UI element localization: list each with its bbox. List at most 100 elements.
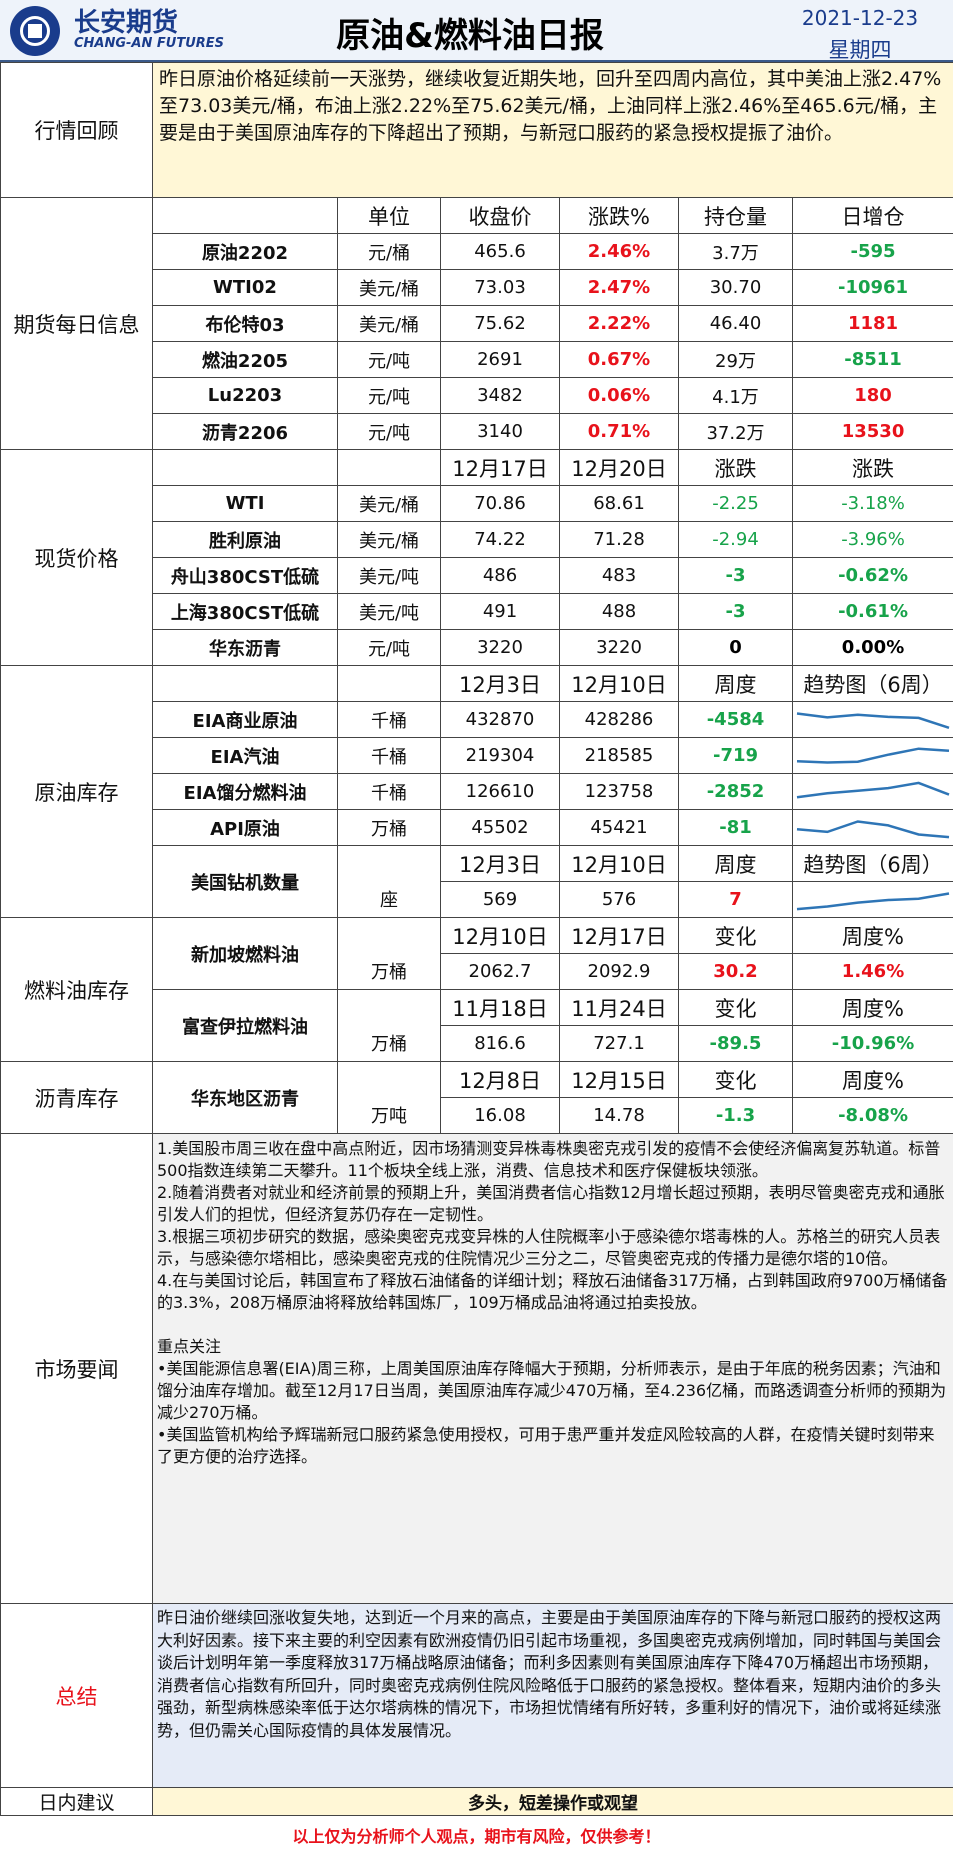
futures-header: 持仓量 — [678, 197, 793, 234]
disclaimer: 以上仅为分析师个人观点，期市有风险，仅供参考！ — [292, 1827, 661, 1846]
asphalt-pct: -8.08% — [791, 1097, 953, 1134]
crude-row-unit: 千桶 — [337, 701, 441, 738]
crude-row-name: EIA馏分燃料油 — [152, 773, 338, 810]
futures-row-oi: 29万 — [678, 341, 793, 378]
fuel-header: 变化 — [678, 989, 793, 1026]
news-item: 4.在与美国讨论后，韩国宣布了释放石油储备的详细计划；释放石油储备317万桶，占… — [157, 1271, 948, 1312]
futures-row-name: 沥青2206 — [152, 413, 338, 450]
fuel-chg: -89.5 — [678, 1025, 793, 1062]
rig-chg: 7 — [678, 881, 793, 918]
spot-header-unit — [337, 449, 441, 486]
section-label-review: 行情回顾 — [0, 62, 153, 198]
report-table: 行情回顾 昨日原油价格延续前一天涨势，继续收复近期失地，回升至四周内高位，其中美… — [0, 62, 953, 1816]
spot-row-pct: -3.18% — [791, 485, 953, 522]
trend-line — [796, 711, 950, 729]
spot-row-d1: 491 — [440, 593, 560, 630]
rig-header: 趋势图（6周） — [791, 845, 953, 882]
fuel-group-name: 新加坡燃料油 — [152, 917, 338, 990]
spot-row-d1: 74.22 — [440, 521, 560, 558]
crude-row-d1: 219304 — [440, 737, 560, 774]
section-label-asphalt-inventory: 沥青库存 — [0, 1061, 153, 1134]
news-focus-item: •美国监管机构给予辉瑞新冠口服药紧急使用授权，可用于患严重并发症风险较高的人群，… — [157, 1425, 935, 1466]
futures-row-name: 原油2202 — [152, 233, 338, 270]
spot-row-name: WTI — [152, 485, 338, 522]
asphalt-header: 12月8日 — [440, 1061, 560, 1098]
crude-row-chg: -4584 — [678, 701, 793, 738]
spot-row-unit: 美元/桶 — [337, 485, 441, 522]
futures-row-unit: 元/吨 — [337, 413, 441, 450]
crude-row-chg: -2852 — [678, 773, 793, 810]
crude-header: 12月10日 — [559, 665, 679, 702]
crude-row-name: EIA商业原油 — [152, 701, 338, 738]
news-spacer — [157, 1314, 949, 1336]
crude-row-unit: 千桶 — [337, 773, 441, 810]
futures-row-name: 布伦特03 — [152, 305, 338, 342]
crude-row-d2: 45421 — [559, 809, 679, 846]
fuel-group-name: 富查伊拉燃料油 — [152, 989, 338, 1062]
crude-row-d1: 432870 — [440, 701, 560, 738]
futures-row-close: 75.62 — [440, 305, 560, 342]
futures-row-name: Lu2203 — [152, 377, 338, 414]
fuel-pct: 1.46% — [791, 953, 953, 990]
spot-row-d2: 483 — [559, 557, 679, 594]
futures-row-change: 2.22% — [559, 305, 679, 342]
trend-chart-eia-distillate — [796, 781, 950, 798]
report-title: 原油&燃料油日报 — [336, 16, 604, 56]
section-label-fuel-inventory: 燃料油库存 — [0, 917, 153, 1062]
spot-row-d1: 70.86 — [440, 485, 560, 522]
asphalt-header: 变化 — [678, 1061, 793, 1098]
spot-header: 涨跌 — [791, 449, 953, 486]
trend-chart-cell — [791, 737, 953, 774]
rig-header: 12月10日 — [559, 845, 679, 882]
rig-unit: 座 — [337, 881, 441, 918]
news-block: 1.美国股市周三收在盘中高点附近，因市场猜测变异株毒株奥密克戎引发的疫情不会使经… — [151, 1133, 953, 1604]
futures-row-oi: 30.70 — [678, 269, 793, 306]
fuel-chg: 30.2 — [678, 953, 793, 990]
fuel-d1: 2062.7 — [440, 953, 560, 990]
asphalt-d1: 16.08 — [440, 1097, 560, 1134]
futures-row-oi-change: 13530 — [791, 413, 953, 450]
futures-row-unit: 美元/桶 — [337, 269, 441, 306]
futures-row-oi: 37.2万 — [678, 413, 793, 450]
spot-row-chg: -2.94 — [678, 521, 793, 558]
crude-header: 周度 — [678, 665, 793, 702]
trend-line — [796, 819, 950, 838]
futures-row-unit: 元/吨 — [337, 377, 441, 414]
fuel-header: 12月17日 — [559, 917, 679, 954]
rig-d1: 569 — [440, 881, 560, 918]
section-label-spot: 现货价格 — [0, 449, 153, 666]
spot-row-pct: -0.62% — [791, 557, 953, 594]
spot-row-unit: 美元/吨 — [337, 593, 441, 630]
crude-header-name — [152, 665, 338, 702]
asphalt-chg: -1.3 — [678, 1097, 793, 1134]
futures-row-oi: 3.7万 — [678, 233, 793, 270]
report-date: 2021-12-23 — [801, 6, 919, 30]
futures-row-close: 3482 — [440, 377, 560, 414]
asphalt-name: 华东地区沥青 — [152, 1061, 338, 1134]
crude-row-d1: 45502 — [440, 809, 560, 846]
fuel-unit: 万桶 — [337, 953, 441, 990]
trend-chart-cell — [791, 773, 953, 810]
crude-row-name: EIA汽油 — [152, 737, 338, 774]
crude-row-unit: 千桶 — [337, 737, 441, 774]
trend-chart-cell — [791, 881, 953, 918]
review-text: 昨日原油价格延续前一天涨势，继续收复近期失地，回升至四周内高位，其中美油上涨2.… — [151, 62, 953, 198]
fuel-header-unit — [337, 917, 441, 954]
spot-row-d2: 3220 — [559, 629, 679, 666]
logo-square-icon — [28, 24, 42, 38]
futures-row-close: 2691 — [440, 341, 560, 378]
news-focus-item: •美国能源信息署(EIA)周三称，上周美国原油库存降幅大于预期，分析师表示，是由… — [157, 1359, 947, 1422]
spot-header: 12月20日 — [559, 449, 679, 486]
fuel-pct: -10.96% — [791, 1025, 953, 1062]
fuel-d2: 2092.9 — [559, 953, 679, 990]
futures-row-close: 3140 — [440, 413, 560, 450]
futures-row-oi-change: -595 — [791, 233, 953, 270]
futures-row-name: 燃油2205 — [152, 341, 338, 378]
spot-row-d1: 486 — [440, 557, 560, 594]
futures-row-change: 2.46% — [559, 233, 679, 270]
news-focus-title: 重点关注 — [157, 1337, 222, 1356]
crude-row-d2: 218585 — [559, 737, 679, 774]
fuel-unit: 万桶 — [337, 1025, 441, 1062]
futures-header: 收盘价 — [440, 197, 560, 234]
section-label-summary: 总结 — [0, 1603, 153, 1788]
